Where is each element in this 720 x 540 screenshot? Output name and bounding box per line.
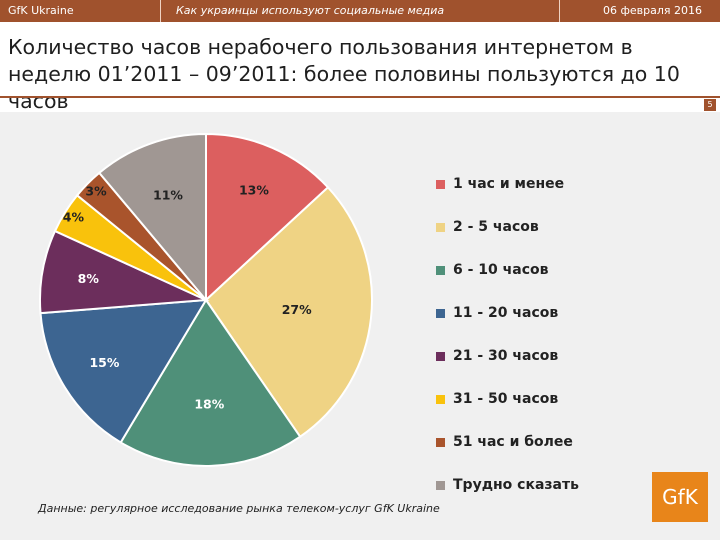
legend-label: 21 - 30 часов (453, 348, 559, 364)
legend-swatch (436, 222, 445, 232)
legend-item: 11 - 20 часов (436, 303, 558, 323)
legend-item: 2 - 5 часов (436, 217, 539, 237)
legend-item: 31 - 50 часов (436, 389, 558, 409)
legend-swatch (436, 437, 445, 447)
pie-slice (205, 132, 330, 303)
legend-label: 2 - 5 часов (453, 219, 539, 235)
source-note: Данные: регулярное исследование рынка те… (38, 502, 440, 515)
header-date: 06 февраля 2016 (602, 4, 702, 17)
slice-label: 27% (282, 302, 312, 317)
legend-swatch (436, 351, 445, 361)
slice-label: 8% (78, 271, 100, 286)
gfk-logo: GfK (652, 472, 708, 522)
legend-item: 1 час и менее (436, 174, 564, 194)
header-bar: GfK Ukraine Как украинцы используют соци… (0, 0, 720, 22)
legend-item: 6 - 10 часов (436, 260, 549, 280)
title-divider (0, 96, 720, 98)
legend-item: Трудно сказать (436, 475, 579, 495)
slide-title: Количество часов нерабочего пользования … (8, 35, 680, 113)
slice-label: 11% (153, 188, 183, 203)
legend-swatch (436, 308, 445, 318)
legend-label: 31 - 50 часов (453, 391, 559, 407)
header-separator (559, 0, 560, 22)
header-separator (160, 0, 161, 22)
slice-label: 13% (239, 183, 269, 198)
legend-label: 1 час и менее (453, 176, 565, 192)
pie-slice (39, 298, 208, 444)
slice-label: 3% (85, 184, 107, 199)
pie-slice (97, 132, 207, 303)
slice-label: 4% (63, 210, 85, 225)
slice-label: 18% (194, 397, 224, 412)
page-number: 5 (704, 99, 716, 111)
legend-swatch (436, 179, 445, 189)
pie-slice (119, 298, 302, 467)
legend-label: 11 - 20 часов (453, 305, 559, 321)
legend-swatch (436, 480, 445, 490)
legend-swatch (436, 394, 445, 404)
legend-label: 6 - 10 часов (453, 262, 549, 278)
pie-slice (204, 185, 373, 439)
legend-item: 21 - 30 часов (436, 346, 558, 366)
legend-item: 51 час и более (436, 432, 573, 452)
slice-label: 15% (89, 355, 119, 370)
legend-label: Трудно сказать (453, 477, 579, 493)
header-brand: GfK Ukraine (8, 4, 74, 17)
header-subtitle: Как украинцы используют социальные медиа (176, 4, 445, 17)
legend-label: 51 час и более (453, 434, 573, 450)
legend-swatch (436, 265, 445, 275)
